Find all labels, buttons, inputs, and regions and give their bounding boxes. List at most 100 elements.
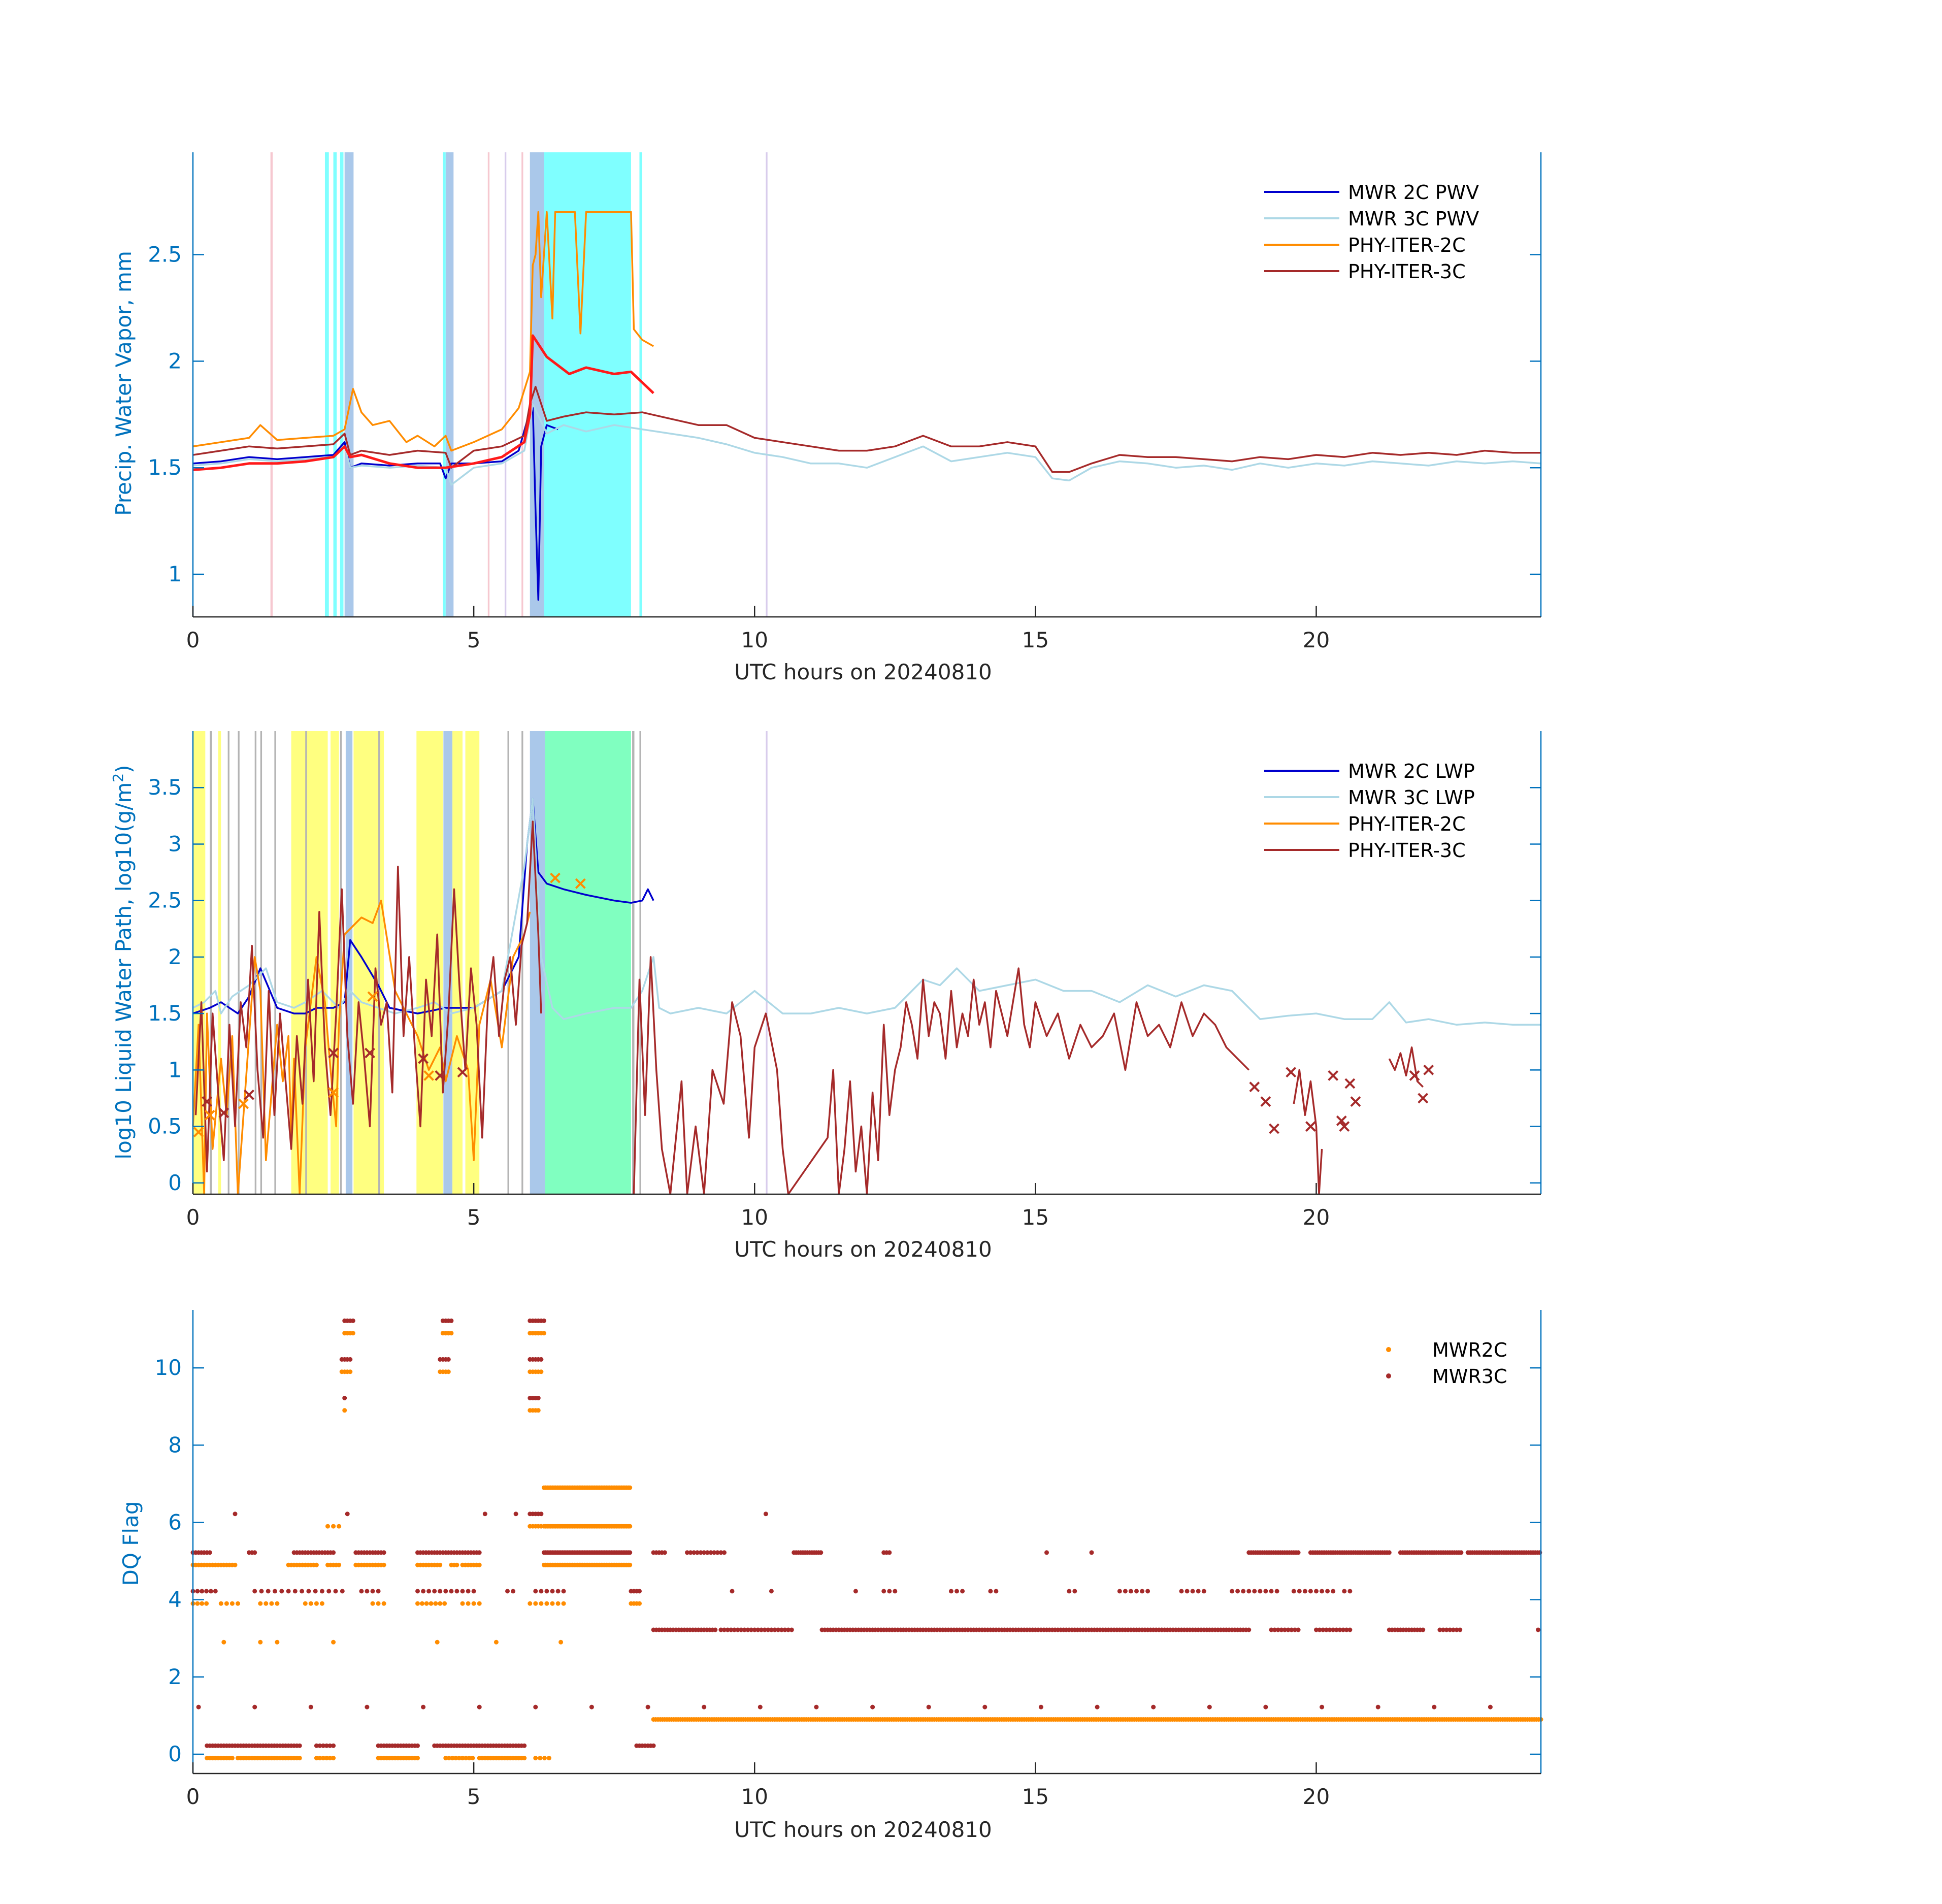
dq-point-mwr2c [628, 1562, 633, 1567]
flag-band-6 [260, 731, 262, 1194]
x-tick-label: 20 [1303, 1205, 1330, 1230]
dq-point-mwr3c [505, 1589, 510, 1594]
lwp-ylabel: log10 Liquid Water Path, log10(g/m2) [110, 765, 136, 1159]
y-tick-label: 10 [155, 1355, 182, 1380]
dq-point-mwr2c [348, 1369, 353, 1374]
dq-point-mwr3c [196, 1704, 201, 1710]
dq-point-mwr3c [466, 1589, 471, 1594]
x-marker-mwr2c [238, 1098, 249, 1109]
x-tick-label: 15 [1022, 628, 1049, 652]
dq-point-mwr2c [317, 1756, 322, 1761]
dq-point-mwr3c [471, 1589, 476, 1594]
lwp-series [192, 798, 1541, 1195]
flag-band-23 [632, 731, 635, 1194]
dq-point-mwr3c [345, 1512, 350, 1517]
dq-point-mwr3c [313, 1589, 318, 1594]
x-tick-label: 0 [186, 628, 200, 652]
x-marker-mwr3c [1305, 1121, 1316, 1132]
dq-point-mwr2c [314, 1756, 319, 1761]
dq-point-mwr3c [207, 1550, 212, 1555]
dq-point-mwr3c [1128, 1589, 1133, 1594]
dq-point-mwr3c [1344, 1627, 1349, 1632]
dq-point-mwr2c [415, 1756, 420, 1761]
dq-point-mwr3c [326, 1589, 332, 1594]
dq-point-mwr3c [449, 1589, 454, 1594]
flag-band-12 [639, 152, 642, 617]
dq-point-mwr3c [1458, 1627, 1463, 1632]
dq-point-mwr3c [340, 1589, 345, 1594]
dq-point-mwr3c [1293, 1627, 1297, 1632]
flag-band-3 [227, 731, 229, 1194]
dq-point-mwr3c [1308, 1589, 1313, 1594]
y-tick-label: 1 [168, 562, 182, 586]
dq-axes: 0 5 10 15 20 0 2 4 6 8 10 [155, 1310, 1542, 1809]
dq-point-mwr3c [1451, 1627, 1456, 1632]
x-tick-label: 0 [186, 1784, 200, 1809]
dq-point-mwr3c [712, 1550, 717, 1555]
dq-point-mwr2c [558, 1639, 564, 1645]
pwv-series [192, 211, 1541, 601]
y-tick-label: 8 [168, 1432, 182, 1457]
flag-band-18 [465, 731, 480, 1194]
dq-point-mwr3c [1134, 1589, 1139, 1594]
x-marker-mwr3c [1249, 1081, 1260, 1093]
dq-point-mwr3c [1269, 1627, 1274, 1632]
dq-point-mwr3c [213, 1589, 218, 1594]
dq-point-mwr3c [1291, 1589, 1296, 1594]
dq-point-mwr3c [1117, 1589, 1122, 1594]
legend-label: MWR 3C PWV [1348, 208, 1479, 230]
dq-point-mwr3c [286, 1589, 291, 1594]
series-line-flagged [192, 334, 654, 471]
dq-point-mwr3c [1282, 1627, 1287, 1632]
dq-point-mwr3c [350, 1318, 355, 1323]
flag-band-24 [639, 731, 641, 1194]
dq-point-mwr3c [415, 1743, 420, 1748]
dq-point-mwr2c [308, 1601, 313, 1606]
dq-point-mwr3c [477, 1550, 482, 1555]
dq-point-mwr3c [1190, 1589, 1195, 1594]
x-marker-mwr3c [244, 1089, 255, 1100]
dq-point-mwr2c [435, 1639, 440, 1645]
dq-point-mwr3c [1444, 1627, 1449, 1632]
dq-point-mwr3c [1145, 1589, 1150, 1594]
dq-point-mwr2c [477, 1562, 482, 1567]
flag-band-9 [305, 731, 307, 1194]
dq-point-mwr3c [1327, 1627, 1332, 1632]
x-marker-mwr2c [328, 1087, 339, 1098]
dq-point-mwr2c [324, 1756, 329, 1761]
dq-point-mwr3c [1421, 1627, 1426, 1632]
dq-point-mwr3c [555, 1589, 561, 1594]
dq-point-mwr3c [536, 1396, 541, 1400]
dq-point-mwr3c [561, 1589, 566, 1594]
dq-point-mwr3c [446, 1357, 451, 1362]
y-tick-label: 2 [168, 1664, 182, 1689]
dq-point-mwr3c [759, 1627, 764, 1632]
series-line-phy-iter-3c [192, 385, 1541, 473]
x-marker-mwr3c [365, 1047, 375, 1059]
dq-point-mwr3c [637, 1589, 642, 1594]
x-tick-label: 0 [186, 1205, 200, 1230]
y-tick-label: 2.5 [148, 242, 182, 267]
dq-point-mwr3c [321, 1743, 326, 1748]
dq-point-mwr2c [419, 1601, 424, 1606]
flag-band-3 [340, 152, 344, 617]
dq-point-mwr2c [450, 1756, 455, 1761]
y-tick-label: 0.5 [148, 1114, 182, 1139]
dq-point-mwr2c [233, 1562, 238, 1567]
dq-point-mwr2c [466, 1601, 471, 1606]
dq-point-mwr2c [264, 1601, 269, 1606]
dq-point-mwr3c [317, 1743, 322, 1748]
dq-point-mwr3c [685, 1550, 689, 1555]
dq-point-mwr3c [1038, 1704, 1043, 1710]
lwp-ylabel-sup: 2 [110, 773, 126, 782]
dq-point-mwr3c [1347, 1627, 1353, 1632]
dq-point-mwr3c [926, 1704, 931, 1710]
dq-point-mwr3c [988, 1589, 993, 1594]
dq-point-mwr3c [960, 1589, 965, 1594]
flag-band-4 [238, 731, 240, 1194]
dq-point-mwr3c [1320, 1589, 1325, 1594]
dq-point-mwr3c [758, 1704, 763, 1710]
dq-point-mwr3c [376, 1589, 381, 1594]
dq-point-mwr3c [755, 1627, 761, 1632]
